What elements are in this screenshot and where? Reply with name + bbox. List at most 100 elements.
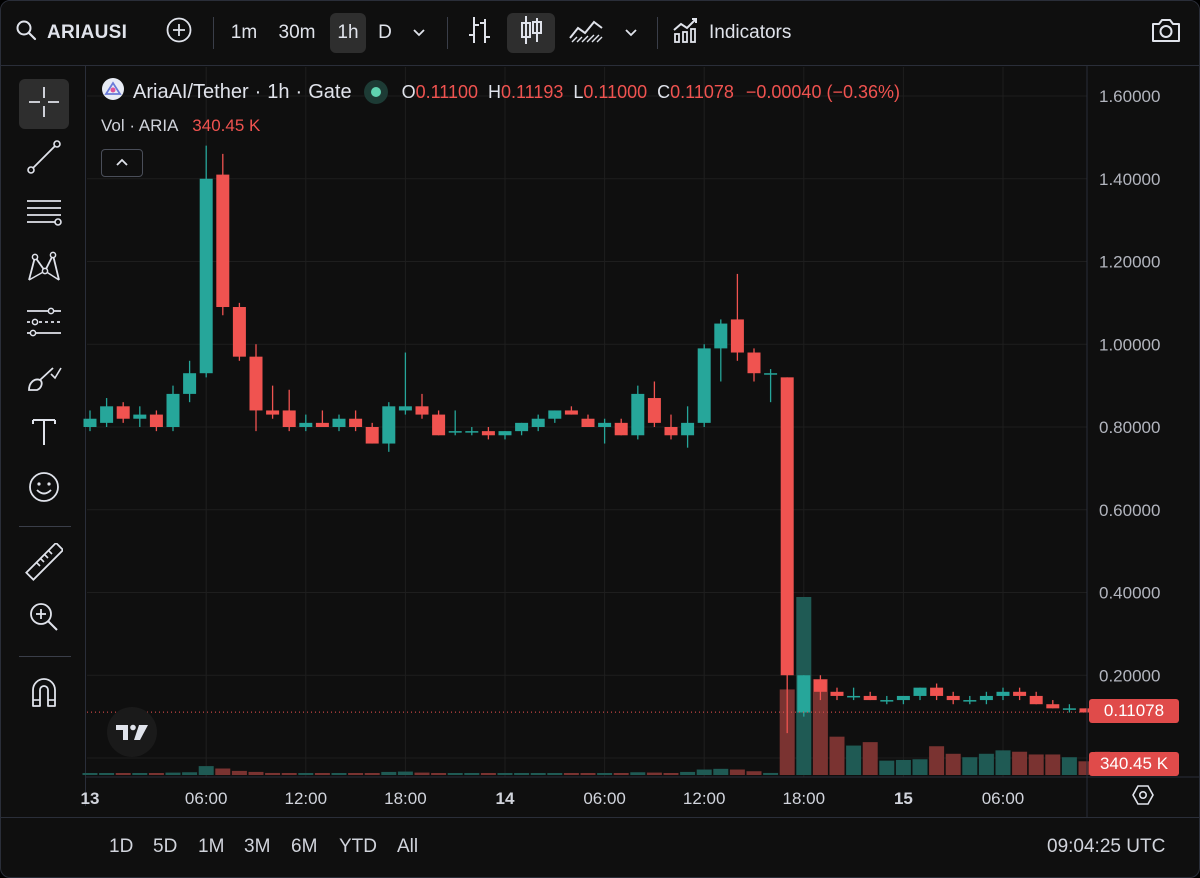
volume-bar	[530, 773, 546, 775]
indicators-button[interactable]: Indicators	[671, 13, 821, 53]
snapshot-button[interactable]	[1145, 13, 1187, 53]
text-tool[interactable]	[19, 409, 69, 459]
volume-bar	[248, 771, 264, 775]
range-6m-button[interactable]: 6M	[291, 836, 318, 857]
range-3m-button[interactable]: 3M	[244, 836, 271, 857]
interval-dropdown[interactable]	[405, 13, 433, 53]
top-toolbar: ARIAUSI 1m 30m 1h D	[1, 1, 1199, 66]
settings-icon	[1132, 784, 1154, 811]
projection-icon	[25, 305, 63, 344]
symbol-search[interactable]: ARIAUSI	[15, 13, 155, 53]
volume-bar	[879, 760, 895, 775]
volume-bar	[713, 768, 729, 775]
magnet-tool[interactable]	[19, 669, 69, 719]
legend-separator: ·	[295, 80, 303, 103]
volume-bar	[348, 773, 364, 775]
brush-tool[interactable]	[19, 354, 69, 404]
range-1d-button[interactable]: 1D	[109, 836, 134, 857]
toolbar-divider	[657, 17, 658, 49]
volume-bar	[680, 771, 696, 775]
candle-body	[847, 695, 861, 698]
symbol-interval: 1h	[267, 80, 290, 103]
zoom-in-tool[interactable]	[19, 594, 69, 644]
candle-body	[232, 307, 246, 357]
y-tick-label: 0.40000	[1099, 584, 1160, 603]
candle-body	[183, 373, 197, 394]
brush-icon	[25, 360, 63, 399]
candles-chart-type-button[interactable]	[507, 13, 555, 53]
trend-line-icon	[26, 139, 62, 180]
y-tick-label: 0.60000	[1099, 501, 1160, 520]
close-value: 0.11078	[670, 81, 734, 102]
toolbar-divider	[19, 656, 71, 657]
volume-bar	[613, 773, 629, 775]
fib-icon	[25, 195, 63, 234]
tradingview-logo[interactable]	[107, 707, 157, 757]
high-value: 0.11193	[500, 81, 564, 102]
trend-line-tool[interactable]	[19, 134, 69, 184]
volume-bar	[1012, 751, 1028, 775]
high-label: H	[487, 81, 501, 102]
volume-bar	[995, 750, 1011, 775]
emoji-tool[interactable]	[19, 464, 69, 514]
coin-logo-icon	[101, 77, 125, 107]
range-1m-button[interactable]: 1M	[198, 836, 225, 857]
chart-type-dropdown[interactable]	[617, 13, 645, 53]
candle-body	[598, 422, 612, 427]
interval-d-button[interactable]: D	[378, 22, 392, 43]
range-ytd-button[interactable]: YTD	[339, 836, 377, 857]
bar-chart-type-button[interactable]	[459, 13, 499, 53]
volume-bar	[895, 759, 911, 775]
volume-bar	[99, 773, 115, 775]
pattern-icon	[25, 249, 63, 290]
toolbar-divider	[213, 17, 214, 49]
candle-body	[730, 319, 744, 353]
ruler-icon	[25, 541, 65, 586]
compare-symbol-button[interactable]	[161, 13, 197, 53]
x-tick-label: 06:00	[982, 789, 1025, 808]
last-volume-tag: 340.45 K	[1089, 752, 1179, 776]
candle-body	[581, 418, 595, 427]
candle-body	[448, 431, 462, 433]
candle-body	[349, 418, 363, 427]
candles-icon	[518, 14, 544, 52]
candle-body	[614, 422, 628, 436]
series-legend: AriaAI/Tether · 1h · Gate O 0.11100 H 0.…	[101, 77, 900, 107]
chart-settings-button[interactable]	[1129, 784, 1157, 811]
x-tick-label: 15	[894, 789, 913, 808]
text-icon	[29, 416, 59, 453]
collapse-legend-button[interactable]	[101, 149, 143, 177]
volume-bar	[945, 753, 961, 775]
crosshair-tool[interactable]	[19, 79, 69, 129]
drawing-toolbar	[1, 66, 86, 806]
candle-body	[863, 695, 877, 701]
candle-body	[249, 356, 263, 411]
candle-body	[1062, 708, 1076, 710]
add-icon	[165, 16, 193, 50]
range-5d-button[interactable]: 5D	[153, 836, 178, 857]
candle-body	[415, 406, 429, 415]
measure-tool[interactable]	[19, 539, 69, 589]
volume-bar	[829, 736, 845, 775]
camera-icon	[1150, 16, 1182, 50]
area-chart-type-button[interactable]	[563, 13, 609, 53]
volume-bar	[298, 773, 314, 775]
utc-clock[interactable]: 09:04:25 UTC	[1047, 836, 1166, 857]
pattern-tool[interactable]	[19, 244, 69, 294]
price-change: −0.00040 (−0.36%)	[745, 81, 900, 102]
candle-body	[647, 398, 661, 423]
interval-1m-button[interactable]: 1m	[230, 22, 258, 43]
interval-1h-button[interactable]: 1h	[330, 13, 366, 53]
fib-retracement-tool[interactable]	[19, 189, 69, 239]
volume-bar	[514, 773, 530, 775]
projection-tool[interactable]	[19, 299, 69, 349]
chevron-up-icon	[115, 154, 129, 172]
candle-body	[149, 414, 163, 427]
interval-30m-button[interactable]: 30m	[278, 22, 316, 43]
candle-body	[747, 352, 761, 374]
range-all-button[interactable]: All	[397, 836, 419, 857]
volume-bar	[397, 771, 413, 775]
low-label: L	[573, 81, 584, 102]
